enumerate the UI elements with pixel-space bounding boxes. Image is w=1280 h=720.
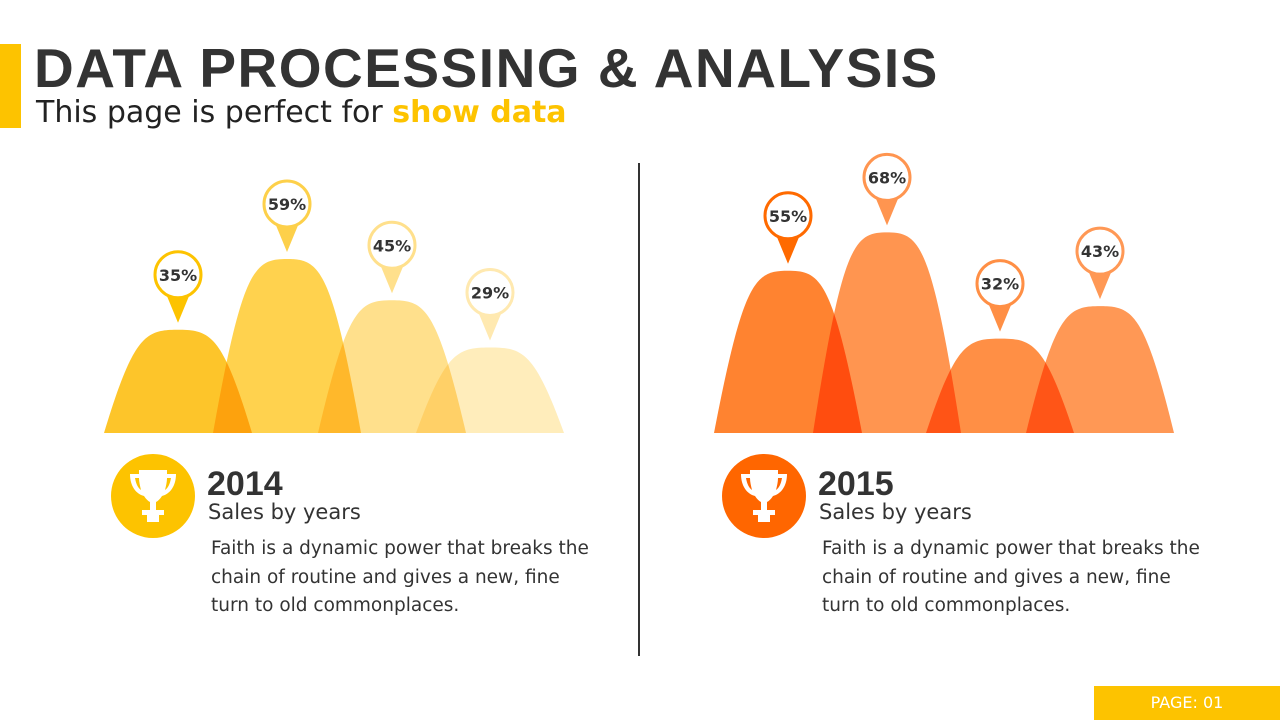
trophy-icon — [722, 454, 806, 538]
accent-bar — [0, 44, 21, 128]
mountain-2014-2 — [213, 258, 361, 433]
subtitle-text: This page is perfect for — [36, 95, 393, 130]
pin-marker — [862, 152, 912, 202]
data-label: 35% — [159, 266, 197, 285]
data-label: 43% — [1081, 242, 1119, 261]
pin-marker — [262, 179, 312, 229]
year-label: 2014 — [207, 465, 283, 503]
data-label: 68% — [868, 168, 906, 187]
page-subtitle: This page is perfect for show data — [36, 95, 567, 130]
data-label: 32% — [981, 275, 1019, 294]
divider — [638, 163, 640, 656]
pin-marker — [367, 220, 417, 270]
pin-tail — [380, 264, 404, 294]
pin-marker — [975, 259, 1025, 309]
panel-description: Faith is a dynamic power that breaks the… — [211, 538, 589, 616]
pin-marker — [1075, 226, 1125, 276]
pin-tail — [275, 222, 299, 252]
subtitle-highlight: show data — [392, 95, 567, 130]
pin-tail — [875, 196, 899, 226]
page-title: DATA PROCESSING & ANALYSIS — [34, 37, 939, 99]
trophy-icon — [111, 454, 195, 538]
pin-marker — [763, 191, 813, 241]
pin-marker — [153, 250, 203, 300]
data-label: 55% — [769, 207, 807, 226]
mountain-2015-4 — [1026, 306, 1174, 433]
pin-tail — [166, 293, 190, 323]
data-label: 45% — [373, 236, 411, 255]
pin-tail — [478, 311, 502, 341]
pin-tail — [1088, 270, 1112, 300]
page-number: PAGE: 01 — [1094, 686, 1280, 720]
panel-subtitle: Sales by years — [819, 500, 972, 524]
mountain-2014-1 — [104, 329, 252, 433]
panel-description: Faith is a dynamic power that breaks the… — [822, 538, 1200, 616]
pin-tail — [776, 234, 800, 264]
year-label: 2015 — [818, 465, 894, 503]
data-label: 29% — [471, 283, 509, 302]
mountain-2015-2 — [813, 232, 961, 433]
mountain-2014-4 — [416, 347, 564, 433]
data-label: 59% — [268, 195, 306, 214]
pin-marker — [465, 267, 515, 317]
pin-tail — [988, 302, 1012, 332]
panel-subtitle: Sales by years — [208, 500, 361, 524]
